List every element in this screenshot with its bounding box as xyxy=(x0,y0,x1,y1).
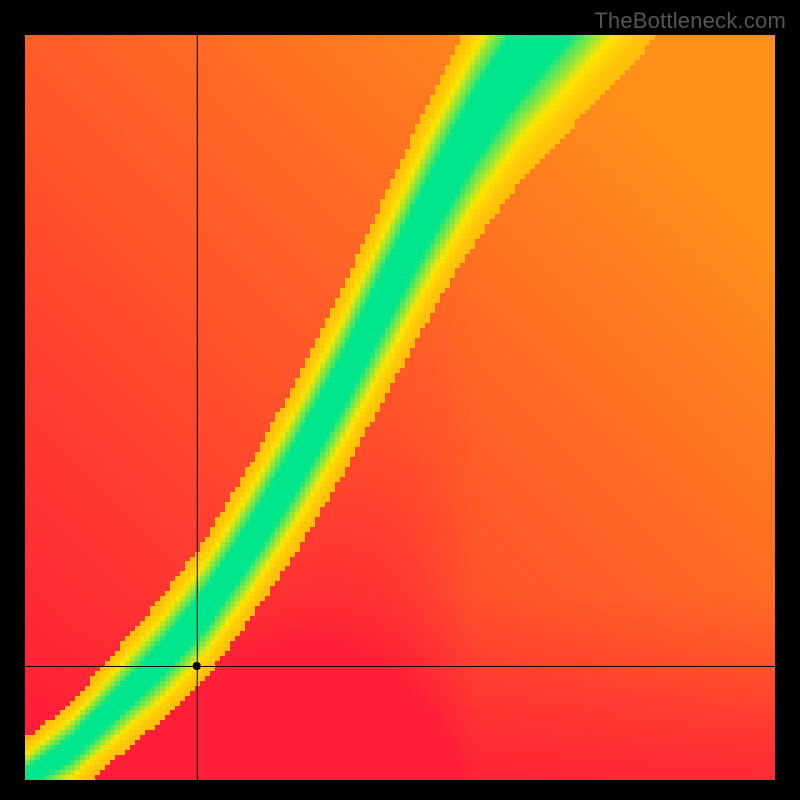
watermark-text: TheBottleneck.com xyxy=(594,8,786,34)
bottleneck-heatmap xyxy=(25,35,775,780)
heatmap-canvas xyxy=(25,35,775,780)
